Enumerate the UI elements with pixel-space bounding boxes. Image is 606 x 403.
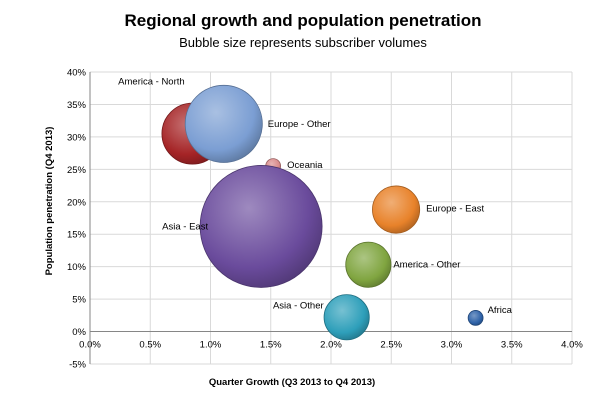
bubble-label: Asia - Other — [273, 300, 324, 311]
chart-subtitle: Bubble size represents subscriber volume… — [179, 35, 427, 50]
bubble-labels: America - North Europe - Other Oceania Asia… — [118, 77, 512, 316]
x-axis-title: Quarter Growth (Q3 2013 to Q4 2013) — [209, 377, 375, 388]
x-tick-label: 2.5% — [380, 340, 402, 351]
y-tick-label: 10% — [67, 262, 87, 273]
y-axis-title: Population penetration (Q4 2013) — [44, 127, 55, 276]
bubble-label: Asia - East — [162, 221, 208, 232]
y-tick-label: 5% — [72, 295, 86, 306]
bubble-africa — [467, 310, 484, 326]
bubble-label: America - Other — [393, 260, 460, 271]
bubble-asia-other — [323, 294, 370, 341]
y-tick-label: 30% — [67, 132, 87, 143]
bubble-label: Europe - Other — [268, 119, 331, 130]
x-tick-label: 4.0% — [561, 340, 583, 351]
bubble-label: America - North — [118, 77, 185, 88]
y-tick-label: 0% — [72, 327, 86, 338]
bubble-america-other — [345, 241, 392, 288]
x-tick-label: 1.5% — [260, 340, 282, 351]
y-tick-label: 15% — [67, 230, 87, 241]
x-tick-label: 1.0% — [200, 340, 222, 351]
bubble-label: Africa — [488, 305, 513, 316]
x-tick-label: 2.0% — [320, 340, 342, 351]
bubble-label: Oceania — [287, 160, 323, 171]
x-tick-label: 0.5% — [139, 340, 161, 351]
bubble-europe-other — [184, 84, 263, 163]
bubble-label: Europe - East — [426, 204, 484, 215]
bubble-asia-east — [199, 165, 323, 288]
chart-title: Regional growth and population penetrati… — [125, 11, 482, 30]
x-tick-label: 3.0% — [441, 340, 463, 351]
axes: -5%0%5%10%15%20%25%30%35%40%0.0% 0.5% 1.0%… — [67, 68, 583, 371]
y-tick-label: 25% — [67, 165, 87, 176]
y-tick-label: 40% — [67, 68, 87, 79]
x-tick-label: 3.5% — [501, 340, 523, 351]
y-tick-label: 20% — [67, 197, 87, 208]
y-tick-label: 35% — [67, 100, 87, 111]
bubbles — [161, 84, 484, 341]
bubble-europe-east — [372, 185, 421, 234]
y-tick-label: -5% — [69, 360, 86, 371]
